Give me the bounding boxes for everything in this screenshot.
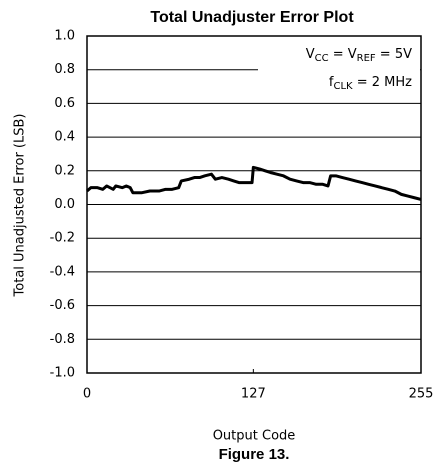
annotation-sub: REF xyxy=(357,53,376,64)
y-tick-label: 0.0 xyxy=(54,197,75,212)
y-tick-label: 0.2 xyxy=(54,163,75,178)
caption: Figure 13. xyxy=(219,446,290,463)
annotation-bg xyxy=(258,40,420,98)
x-axis-label: Output Code xyxy=(213,429,296,444)
y-tick-label: -0.6 xyxy=(50,298,75,313)
y-tick-label: 1.0 xyxy=(54,29,75,44)
y-tick-label: -0.4 xyxy=(50,264,75,279)
x-tick-label: 127 xyxy=(241,387,266,402)
annotation-part: = 2 MHz xyxy=(353,75,413,90)
y-tick-label: 0.6 xyxy=(54,96,75,111)
y-axis-label: Total Unadjusted Error (LSB) xyxy=(13,114,28,298)
data-line xyxy=(86,165,422,201)
annotation: VCC​ = VREF​ = 5V xyxy=(306,47,412,65)
annotation-part: = V xyxy=(329,47,357,62)
annotation-part: f xyxy=(329,75,334,90)
plot-frame xyxy=(86,35,422,374)
y-tick-label: 0.4 xyxy=(54,130,75,145)
x-tick-label: 0 xyxy=(83,387,91,402)
annotation-sub: CLK xyxy=(333,81,353,92)
y-tick-label: -1.0 xyxy=(50,366,75,381)
annotation: fCLK​ = 2 MHz xyxy=(329,75,412,93)
chart-title: Total Unadjuster Error Plot xyxy=(150,9,354,26)
annotation-part: = 5V xyxy=(376,47,412,62)
annotation-part: V xyxy=(306,47,315,62)
y-tick-label: -0.2 xyxy=(50,231,75,246)
y-tick-label: -0.8 xyxy=(50,332,75,347)
x-tick-label: 255 xyxy=(409,387,434,402)
y-tick-label: 0.8 xyxy=(54,62,75,77)
annotation-sub: CC xyxy=(315,53,329,64)
